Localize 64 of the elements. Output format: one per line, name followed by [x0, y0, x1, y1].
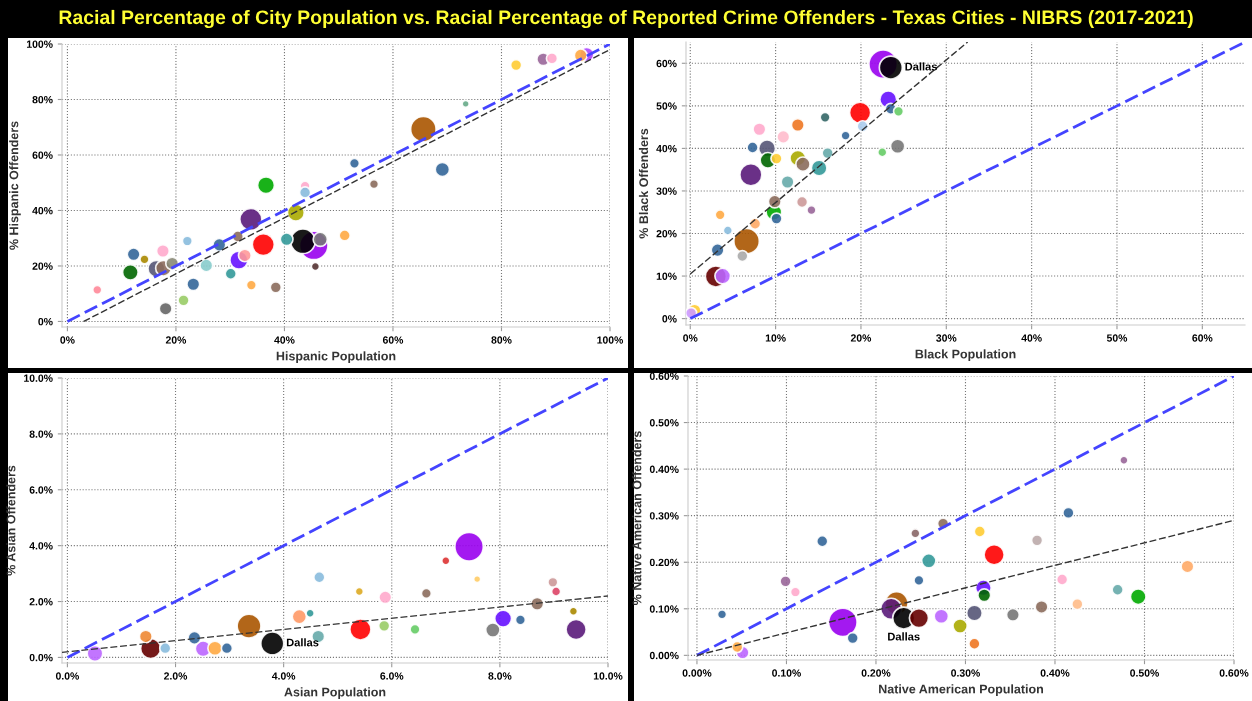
x-tick-label: 0.50% [1130, 669, 1159, 677]
y-tick-label: 80% [32, 95, 53, 104]
x-tick-label: 0% [683, 334, 698, 342]
y-tick-label: 30% [656, 187, 677, 195]
y-tick-label: 20% [656, 230, 677, 238]
x-tick-label: 20% [165, 336, 187, 344]
y-tick-label: 40% [32, 206, 53, 215]
y-tick-label: 60% [32, 151, 53, 159]
y-tick-label: 4.0% [29, 542, 53, 550]
x-tick-label: 40% [274, 336, 295, 344]
y-axis-title: % Native American Offenders [632, 431, 642, 605]
x-tick-label: 0.40% [1040, 669, 1070, 677]
y-axis-title: % Black Offenders [638, 128, 649, 239]
annotation: Dallas [286, 638, 319, 647]
x-tick-label: 10.0% [593, 672, 623, 680]
y-tick-label: 0.40% [649, 465, 679, 473]
x-tick-label: 0.10% [772, 669, 801, 677]
annotation: Dallas [888, 632, 920, 641]
x-tick-label: 50% [1106, 334, 1128, 342]
x-tick-label: 60% [382, 336, 404, 344]
x-tick-label: 0% [60, 336, 75, 344]
y-tick-label: 6.0% [29, 486, 53, 494]
y-tick-label: 10% [656, 272, 677, 280]
x-tick-label: 2.0% [164, 672, 188, 680]
y-axis-title: % Asian Offenders [6, 465, 16, 576]
y-tick-label: 40% [656, 144, 677, 153]
x-tick-label: 100% [597, 336, 624, 344]
x-tick-label: 0.0% [55, 672, 79, 680]
y-tick-label: 10.0% [24, 374, 53, 382]
x-tick-label: 20% [850, 334, 872, 342]
y-tick-label: 2.0% [29, 598, 53, 606]
y-tick-label: 0.50% [649, 419, 679, 427]
x-tick-label: 10% [765, 334, 786, 342]
x-tick-label: 60% [1192, 334, 1213, 342]
x-tick-label: 30% [936, 334, 957, 342]
x-tick-label: 80% [491, 336, 512, 344]
x-tick-label: 0.60% [1219, 669, 1249, 677]
x-axis-title: Black Population [915, 349, 1016, 361]
x-tick-label: 0.00% [682, 669, 712, 677]
y-tick-label: 20% [32, 262, 53, 270]
y-tick-label: 0.20% [649, 558, 679, 567]
x-tick-label: 0.20% [861, 669, 891, 677]
y-tick-label: 50% [656, 102, 677, 110]
x-tick-label: 40% [1021, 334, 1042, 342]
y-tick-label: 100% [26, 40, 53, 48]
y-tick-label: 0.0% [29, 653, 53, 662]
x-tick-label: 8.0% [488, 672, 512, 680]
y-tick-label: 60% [656, 59, 677, 68]
y-tick-label: 0% [662, 315, 677, 323]
y-tick-label: 0.00% [649, 651, 679, 660]
y-tick-label: 0.60% [649, 372, 679, 380]
x-tick-label: 4.0% [271, 672, 296, 680]
x-axis-title: Hispanic Population [276, 351, 396, 363]
y-axis-title: % Hispanic Offenders [9, 121, 21, 250]
y-tick-label: 0.10% [649, 605, 679, 613]
y-tick-label: 0.30% [649, 512, 679, 520]
x-tick-label: 0.30% [951, 669, 980, 677]
x-axis-title: Asian Population [284, 687, 386, 699]
y-tick-label: 0% [38, 317, 53, 326]
chart-title: Racial Percentage of City Population vs. Racial Percentage of Reported Crime Offenders - Texas Cities - NIBRS (2017-2021) [59, 9, 1193, 29]
x-axis-title: Native American Population [879, 684, 1043, 696]
y-tick-label: 8.0% [29, 430, 53, 438]
x-tick-label: 6.0% [380, 672, 404, 680]
annotation: Dallas [905, 62, 937, 71]
